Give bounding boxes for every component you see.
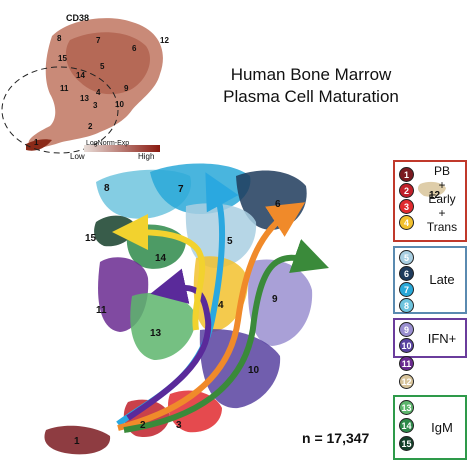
inset-feature-plot [1,18,163,154]
legend-circle-10: 10 [399,338,414,353]
cluster-label-11: 11 [96,305,107,316]
inset-scale-high: High [138,152,155,161]
inset-scale-title: LogNorm-Exp [86,140,130,147]
legend-circle-15: 15 [399,436,414,451]
cluster-label-6: 6 [275,199,281,210]
inset-num-8: 8 [57,34,62,43]
legend-box-ifn [393,318,467,358]
legend-box-pb-early-trans [393,160,467,242]
inset-num-2: 2 [88,122,93,131]
arrow-purple [126,268,212,421]
cluster-label-15: 15 [85,233,97,244]
inset-num-5: 5 [100,62,105,71]
inset-num-14: 14 [76,71,85,80]
inset-num-10: 10 [115,100,124,109]
trajectory-arrows [112,172,329,433]
legend-circle-8: 8 [399,298,414,313]
legend-circle-2: 2 [399,183,414,198]
legend-circle-7: 7 [399,282,414,297]
inset-num-7: 7 [96,36,101,45]
inset-scale-bar [84,145,160,152]
legend-circle-13: 13 [399,400,414,415]
cluster-label-12: 12 [429,190,441,201]
inset-dashed-outline [1,66,119,154]
cluster-label-14: 14 [155,253,167,264]
inset-hi-region [65,32,151,95]
cluster-label-8: 8 [104,183,110,194]
inset-num-9: 9 [124,84,129,93]
arrow-yellow [112,214,206,331]
cluster-blob-1 [44,425,111,455]
cluster-blob-13 [130,292,196,360]
inset-num-13: 13 [80,94,89,103]
inset-num-15: 15 [58,54,67,63]
inset-num-4: 4 [96,88,101,97]
legend-box-igm [393,395,467,460]
cluster-label-1: 1 [74,436,80,447]
cluster-label-4: 4 [218,300,224,311]
legend-circle-11: 11 [399,356,414,371]
legend-circle-5: 5 [399,250,414,265]
legend-circle-12: 12 [399,374,414,389]
legend-group-label-igm: IgM [431,420,453,435]
legend-circle-4: 4 [399,215,414,230]
legend-circle-6: 6 [399,266,414,281]
title-line-1: Human Bone Marrow [230,65,392,84]
legend-group-label-late: Late [429,272,455,287]
legend-group-label-ifn: IFN+ [427,331,457,346]
legend-group-label-pb: PB + Early + Trans [426,164,458,234]
legend-circle-9: 9 [399,322,414,337]
cluster-label-5: 5 [227,236,233,247]
arrow-green [123,239,329,433]
cluster-label-2: 2 [140,420,146,431]
inset-num-6: 6 [132,44,137,53]
title-line-2: Plasma Cell Maturation [223,87,399,106]
inset-scale-low: Low [70,152,85,161]
cluster-label-3: 3 [176,420,182,431]
cell-count: n = 17,347 [302,430,370,446]
legend-circle-3: 3 [399,199,414,214]
cluster-label-13: 13 [150,328,162,339]
inset-num-1: 1 [34,138,39,147]
inset-num-11: 11 [60,84,69,93]
legend-circle-14: 14 [399,418,414,433]
inset-gene-label: CD38 [66,13,90,23]
inset-num-3: 3 [93,101,98,110]
inset-tail [26,139,52,151]
inset-num-12: 12 [160,36,169,45]
cluster-blob-12 [417,181,446,197]
cluster-label-9: 9 [272,294,278,305]
cluster-label-10: 10 [248,365,260,376]
arrow-orange [117,202,306,431]
cluster-label-7: 7 [178,184,184,195]
legend-box-late [393,246,467,314]
legend-circle-1: 1 [399,167,414,182]
